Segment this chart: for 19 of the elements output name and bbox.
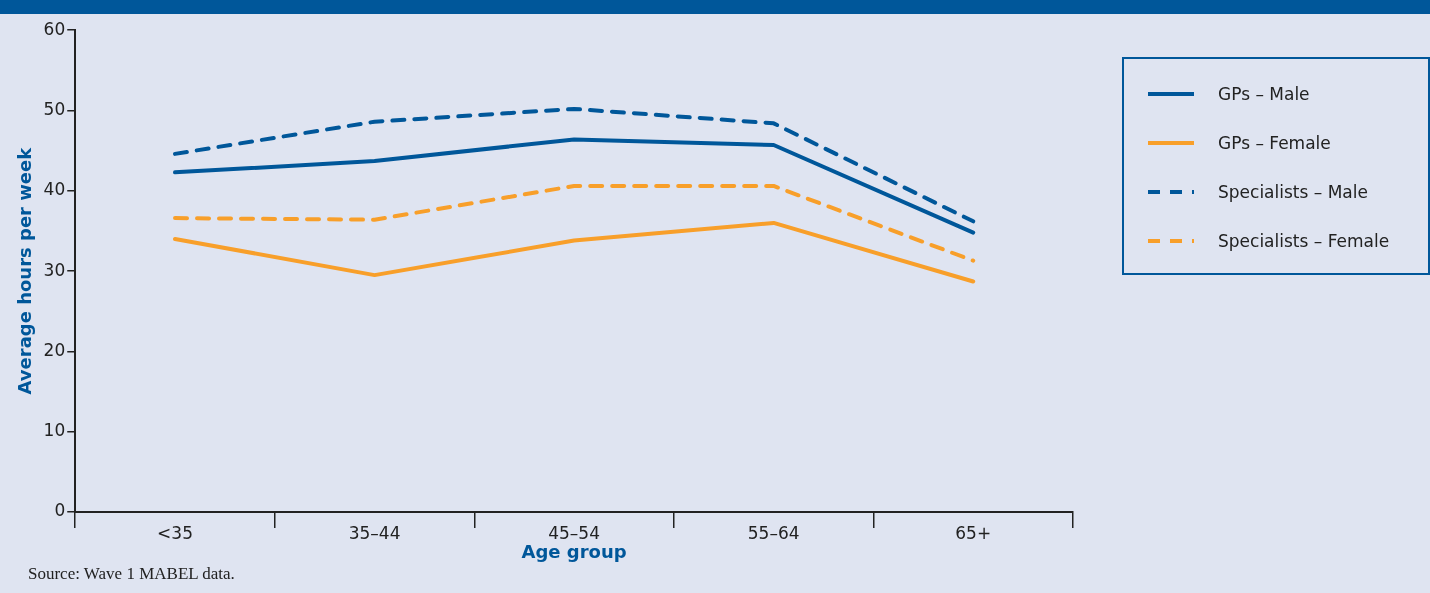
y-tick-label: 30: [43, 259, 66, 280]
legend-label: Specialists – Female: [1218, 230, 1390, 251]
y-tick-label: 20: [43, 339, 66, 360]
y-tick-label: 40: [43, 179, 66, 200]
y-tick-label: 10: [43, 420, 66, 441]
x-tick-label: 35–44: [348, 522, 401, 543]
y-tick-label: 0: [54, 500, 66, 521]
source-note: Source: Wave 1 MABEL data.: [28, 564, 235, 584]
x-tick-label: 45–54: [548, 522, 600, 543]
y-axis-title: Average hours per week: [14, 146, 36, 395]
legend-label: GPs – Female: [1218, 132, 1331, 153]
y-tick-label: 60: [43, 18, 66, 39]
x-tick-label: 55–64: [747, 522, 800, 543]
x-tick-label: <35: [157, 522, 193, 543]
x-tick-label: 65+: [955, 522, 992, 543]
legend-label: Specialists – Male: [1218, 181, 1368, 202]
legend-label: GPs – Male: [1218, 83, 1310, 104]
x-axis-title: Age group: [521, 540, 627, 562]
y-tick-label: 50: [43, 98, 66, 119]
